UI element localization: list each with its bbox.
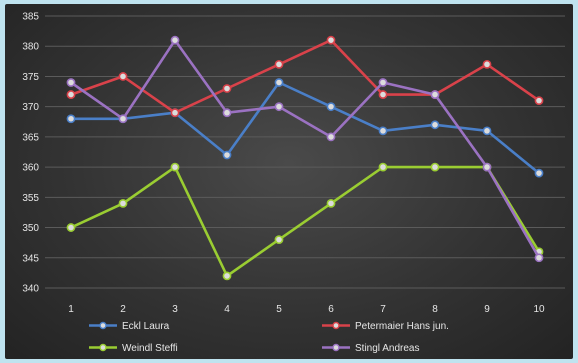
data-point-s2-2 <box>118 198 128 208</box>
chart-area: 340 345 350 355 360 365 370 375 380 385 1 2 3 4 5 6 7 8 9 1… <box>5 4 573 359</box>
data-point-s3-1 <box>66 78 76 87</box>
data-point-s2-6 <box>326 198 336 208</box>
x-tick-label-9: 9 <box>484 304 490 315</box>
x-tick-label-8: 8 <box>432 304 438 315</box>
y-tick-label-340: 340 <box>22 284 39 295</box>
data-point-s3-6 <box>326 132 336 142</box>
x-tick-label-6: 6 <box>328 304 334 315</box>
data-point-s2-8 <box>430 162 440 172</box>
x-tick-label-3: 3 <box>172 304 178 315</box>
y-tick-label-365: 365 <box>22 132 39 143</box>
data-point-s0-7 <box>378 126 388 136</box>
data-point-s3-7 <box>378 78 388 87</box>
data-point-s3-9 <box>482 162 492 172</box>
data-point-s3-4 <box>222 108 232 118</box>
y-tick-label-345: 345 <box>22 253 39 264</box>
legend-marker-0 <box>99 321 107 330</box>
data-point-s1-9 <box>482 59 492 69</box>
series-line-1 <box>69 38 541 114</box>
data-point-s2-1 <box>66 223 76 232</box>
legend-label-2: Weindl Steffi <box>122 343 178 354</box>
series-line-0 <box>69 81 541 175</box>
data-point-s1-4 <box>222 84 232 93</box>
legend-marker-3 <box>332 343 340 352</box>
y-tick-label-375: 375 <box>22 72 39 83</box>
y-tick-label-385: 385 <box>22 12 39 23</box>
data-point-s0-1 <box>66 114 76 124</box>
legend-label-0: Eckl Laura <box>122 321 170 332</box>
data-point-s1-1 <box>66 90 76 99</box>
data-point-s1-6 <box>326 35 336 45</box>
legend-marker-2 <box>99 343 107 352</box>
data-point-s3-3 <box>170 35 180 45</box>
data-point-s3-8 <box>430 90 440 99</box>
x-tick-label-7: 7 <box>380 304 386 315</box>
data-point-s3-5 <box>274 102 284 112</box>
data-point-s2-4 <box>222 271 232 281</box>
y-tick-label-355: 355 <box>22 193 39 204</box>
data-point-s0-10 <box>534 168 544 178</box>
x-tick-label-2: 2 <box>120 304 126 315</box>
y-tick-label-380: 380 <box>22 42 39 53</box>
data-point-s1-7 <box>378 90 388 99</box>
data-point-s3-10 <box>534 253 544 263</box>
data-point-s0-4 <box>222 150 232 160</box>
data-point-s0-5 <box>274 78 284 87</box>
data-point-s1-5 <box>274 59 284 69</box>
x-tick-label-1: 1 <box>68 304 74 315</box>
data-point-s1-3 <box>170 108 180 118</box>
data-point-s3-2 <box>118 114 128 124</box>
data-point-s1-2 <box>118 72 128 81</box>
legend-label-3: Stingl Andreas <box>355 343 420 354</box>
data-point-s2-3 <box>170 162 180 172</box>
data-point-s1-10 <box>534 96 544 106</box>
legend-label-1: Petermaier Hans jun. <box>355 321 449 332</box>
x-tick-label-5: 5 <box>276 304 282 315</box>
legend-marker-1 <box>332 321 340 330</box>
series-line-2 <box>69 165 541 278</box>
y-tick-label-360: 360 <box>22 163 39 174</box>
data-point-s0-8 <box>430 120 440 130</box>
data-point-s2-5 <box>274 235 284 245</box>
series-line-3 <box>69 38 541 260</box>
y-tick-label-370: 370 <box>22 102 39 113</box>
x-tick-label-4: 4 <box>224 304 230 315</box>
data-point-s2-7 <box>378 162 388 172</box>
data-point-s0-9 <box>482 126 492 136</box>
x-tick-label-10: 10 <box>533 304 545 315</box>
y-tick-label-350: 350 <box>22 223 39 234</box>
data-point-s0-6 <box>326 102 336 112</box>
